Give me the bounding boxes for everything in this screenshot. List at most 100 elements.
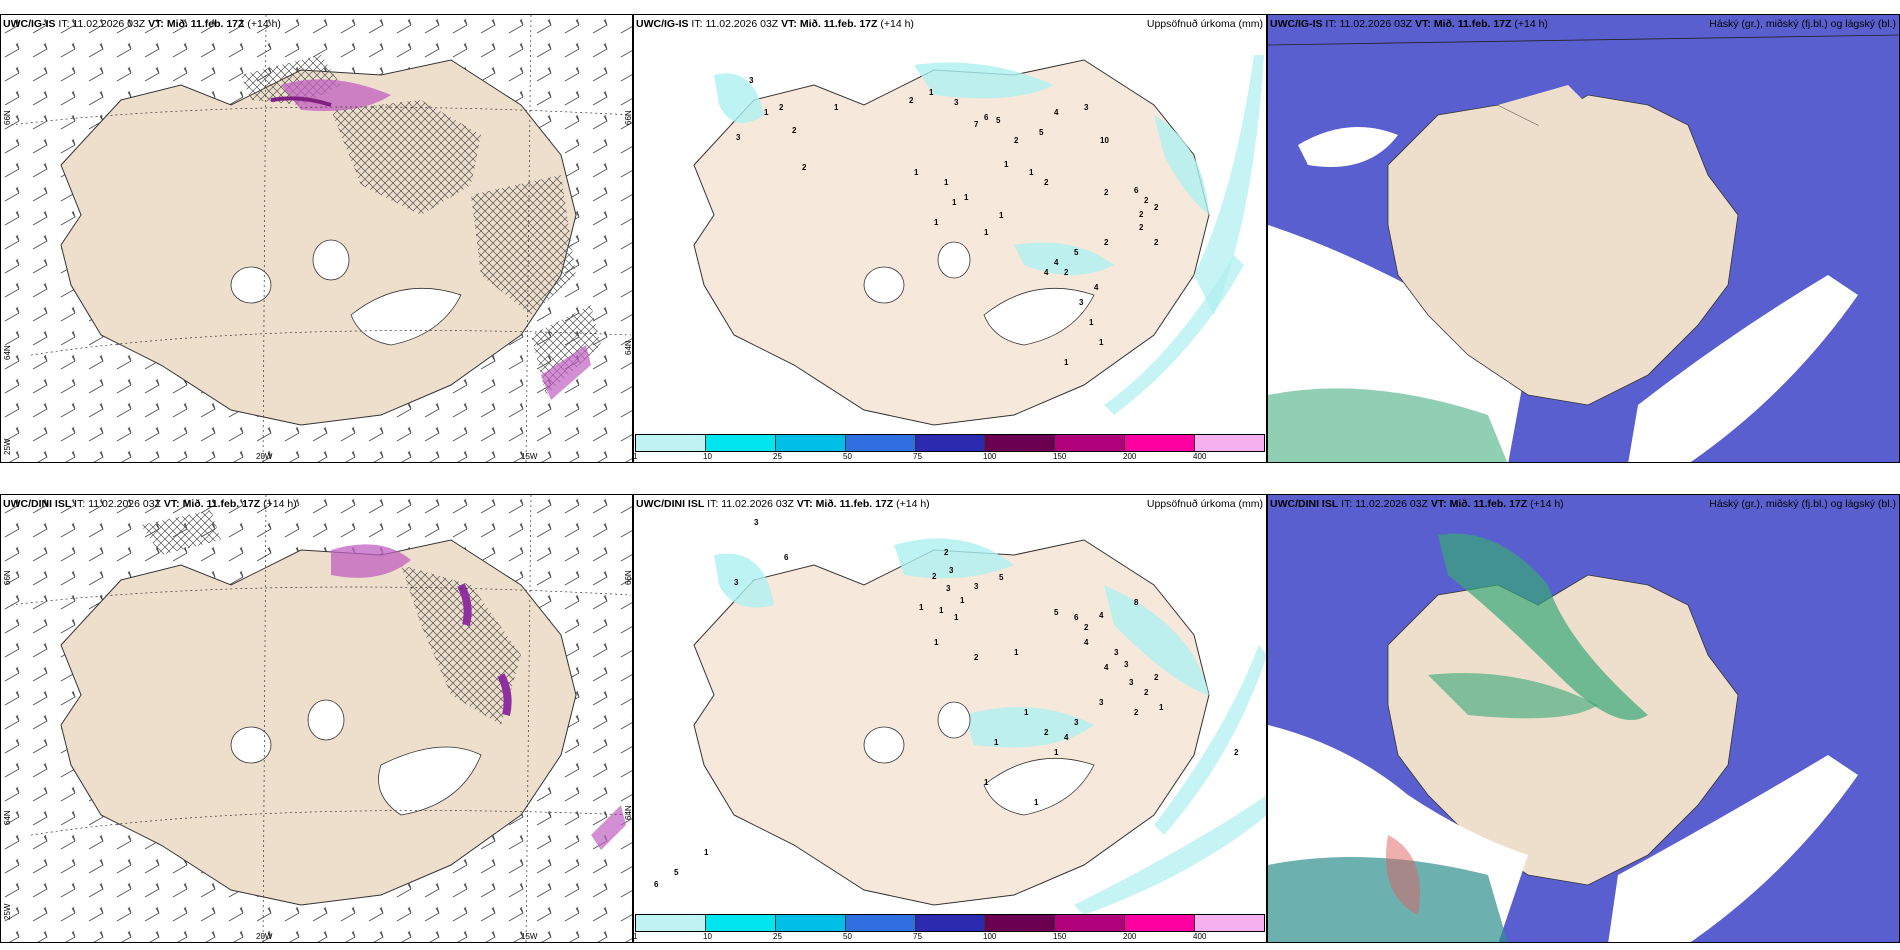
precip-value: 3 (946, 584, 951, 593)
precip-value: 4 (1104, 663, 1109, 672)
precip-value: 1 (954, 613, 959, 622)
precip-value: 6 (784, 553, 789, 562)
precip-value: 3 (749, 76, 754, 85)
lead-time: (+14 h) (247, 18, 281, 30)
model-name: UWC/IG-IS (1270, 18, 1323, 30)
precip-value: 3 (1114, 648, 1119, 657)
precip-value: 6 (1074, 613, 1079, 622)
precip-value: 2 (1154, 203, 1159, 212)
precip-value: 1 (914, 168, 919, 177)
colorbar-tick-label: 75 (913, 452, 922, 461)
precip-colorbar (635, 914, 1265, 932)
colorbar-swatch (775, 435, 846, 451)
precip-value: 2 (1014, 136, 1019, 145)
vt-label: VT: (148, 18, 164, 30)
cloud-map-top (1268, 15, 1899, 462)
precip-value: 2 (1139, 210, 1144, 219)
precip-value: 3 (754, 518, 759, 527)
vt-value: Mið. 11.feb. 17Z (799, 18, 878, 30)
lat-label-64-right: 64N (624, 340, 633, 355)
precip-value: 1 (1054, 748, 1059, 757)
wind-map-bottom (1, 495, 632, 942)
precip-value: 4 (1099, 611, 1104, 620)
colorbar-tick-label: 200 (1123, 452, 1137, 461)
cloud-map-bottom (1268, 495, 1899, 942)
cloud-panel-top: UWC/IG-IS IT: 11.02.2026 03Z VT: Mið. 11… (1267, 14, 1900, 463)
colorbar-swatch (1055, 435, 1126, 451)
precip-value: 4 (1064, 733, 1069, 742)
colorbar-tick-label: 100 (983, 932, 997, 941)
precip-value: 3 (734, 578, 739, 587)
precip-value: 2 (1084, 623, 1089, 632)
lon-label-25: 25W (3, 903, 12, 920)
colorbar-swatch (845, 435, 916, 451)
precip-value: 2 (932, 572, 937, 581)
lead-time: (+14 h) (880, 18, 914, 30)
precip-value: 2 (1104, 188, 1109, 197)
it-value: 11.02.2026 03Z (1339, 18, 1413, 30)
precip-value: 2 (1154, 238, 1159, 247)
lon-label-25: 25W (3, 438, 12, 455)
it-value: 11.02.2026 03Z (1355, 498, 1428, 510)
colorbar-tick-label: 75 (913, 932, 922, 941)
precip-value: 1 (929, 88, 934, 97)
model-name: UWC/DINI ISL (3, 498, 72, 510)
precip-value: 1 (764, 108, 769, 117)
precip-value: 2 (1044, 728, 1049, 737)
lon-label-15: 15W (521, 452, 538, 461)
vt-label: VT: (796, 498, 813, 510)
precip-value: 1 (939, 606, 944, 615)
precip-value: 1 (944, 178, 949, 187)
precip-value: 1 (952, 198, 957, 207)
precip-value: 1 (934, 218, 939, 227)
colorbar-tick-label: 25 (773, 452, 782, 461)
precip-value: 5 (996, 116, 1001, 125)
precip-value: 1 (919, 603, 924, 612)
precip-value: 5 (1039, 128, 1044, 137)
precip-value: 3 (1099, 698, 1104, 707)
precip-value: 1 (1159, 703, 1164, 712)
colorbar-tick-label: 50 (843, 452, 852, 461)
colorbar-swatch (1195, 435, 1265, 451)
colorbar-tick-label: 400 (1193, 452, 1207, 461)
precip-value: 2 (1134, 708, 1139, 717)
vt-label: VT: (1415, 18, 1431, 30)
precip-value: 2 (1139, 223, 1144, 232)
cloud-title: Háský (gr.), miðský (fj.bl.) og lágský (… (1709, 18, 1896, 30)
precip-value: 2 (944, 548, 949, 557)
lon-label-20: 20W (256, 452, 273, 461)
precip-value: 4 (1044, 268, 1049, 277)
precip-value: 1 (960, 596, 965, 605)
precip-value: 1 (1089, 318, 1094, 327)
lead-time: (+14 h) (263, 498, 297, 510)
panel-title: UWC/IG-IS IT: 11.02.2026 03Z VT: Mið. 11… (3, 18, 281, 30)
precip-value: 3 (736, 133, 741, 142)
colorbar-swatch (636, 435, 706, 451)
colorbar-tick-label: 400 (1193, 932, 1207, 941)
it-value: 11.02.2026 03Z (721, 498, 794, 510)
lead-time: (+14 h) (1530, 498, 1564, 510)
lat-label-64-right: 64N (624, 805, 633, 820)
it-label: IT: (707, 498, 719, 510)
precip-value: 3 (1074, 718, 1079, 727)
colorbar-tick-label: 150 (1053, 452, 1067, 461)
lon-label-15: 15W (521, 932, 538, 941)
colorbar-swatch (915, 915, 986, 931)
panel-title: UWC/IG-IS IT: 11.02.2026 03Z VT: Mið. 11… (1270, 18, 1548, 30)
precip-value: 5 (674, 868, 679, 877)
precip-value: 2 (1144, 688, 1149, 697)
precip-value: 1 (1034, 798, 1039, 807)
it-label: IT: (1325, 18, 1337, 30)
lat-label-66-right: 66N (624, 110, 633, 125)
panel-title: UWC/IG-IS IT: 11.02.2026 03Z VT: Mið. 11… (636, 18, 914, 30)
precip-colorbar (635, 434, 1265, 452)
panel-title: UWC/DINI ISL IT: 11.02.2026 03Z VT: Mið.… (3, 498, 297, 510)
vt-label: VT: (1430, 498, 1447, 510)
vt-value: Mið. 11.feb. 17Z (1433, 18, 1512, 30)
colorbar-swatch (915, 435, 986, 451)
precip-value: 1 (834, 103, 839, 112)
precip-value: 2 (1234, 748, 1239, 757)
